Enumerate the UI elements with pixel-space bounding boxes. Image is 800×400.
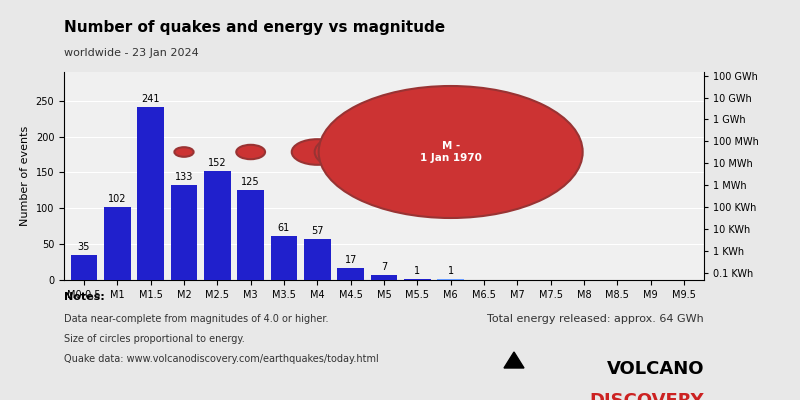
Text: Notes:: Notes: (64, 292, 105, 302)
Bar (70, 255, 98, 280)
Y-axis label: Number of events: Number of events (20, 126, 30, 226)
Text: 1: 1 (448, 266, 454, 276)
Text: 241: 241 (142, 94, 160, 104)
Bar (438, 279, 464, 280)
Text: DISCOVERY: DISCOVERY (590, 392, 704, 400)
Text: Number of quakes and energy vs magnitude: Number of quakes and energy vs magnitude (64, 20, 445, 35)
Text: 1: 1 (414, 266, 420, 276)
Bar (138, 107, 164, 280)
Text: 61: 61 (278, 223, 290, 233)
Text: Size of circles proportional to energy.: Size of circles proportional to energy. (64, 334, 245, 344)
Bar (370, 275, 398, 280)
Text: 152: 152 (208, 158, 226, 168)
Text: 57: 57 (311, 226, 323, 236)
Bar (170, 185, 198, 280)
Bar (104, 207, 130, 280)
Text: 7: 7 (381, 262, 387, 272)
Text: M -
1 Jan 1970: M - 1 Jan 1970 (420, 141, 482, 163)
Text: 102: 102 (108, 194, 126, 204)
Bar (204, 171, 230, 280)
Text: Total energy released: approx. 64 GWh: Total energy released: approx. 64 GWh (487, 314, 704, 324)
Bar (304, 239, 330, 280)
Text: VOLCANO: VOLCANO (606, 360, 704, 378)
Bar (270, 236, 298, 280)
Text: 133: 133 (175, 172, 193, 182)
Bar (404, 279, 430, 280)
Text: Quake data: www.volcanodiscovery.com/earthquakes/today.html: Quake data: www.volcanodiscovery.com/ear… (64, 354, 378, 364)
Text: 125: 125 (242, 178, 260, 188)
Text: 17: 17 (345, 255, 357, 265)
Bar (238, 190, 264, 280)
Bar (338, 268, 364, 280)
Text: worldwide - 23 Jan 2024: worldwide - 23 Jan 2024 (64, 48, 198, 58)
Text: Data near-complete from magnitudes of 4.0 or higher.: Data near-complete from magnitudes of 4.… (64, 314, 329, 324)
Text: 35: 35 (78, 242, 90, 252)
